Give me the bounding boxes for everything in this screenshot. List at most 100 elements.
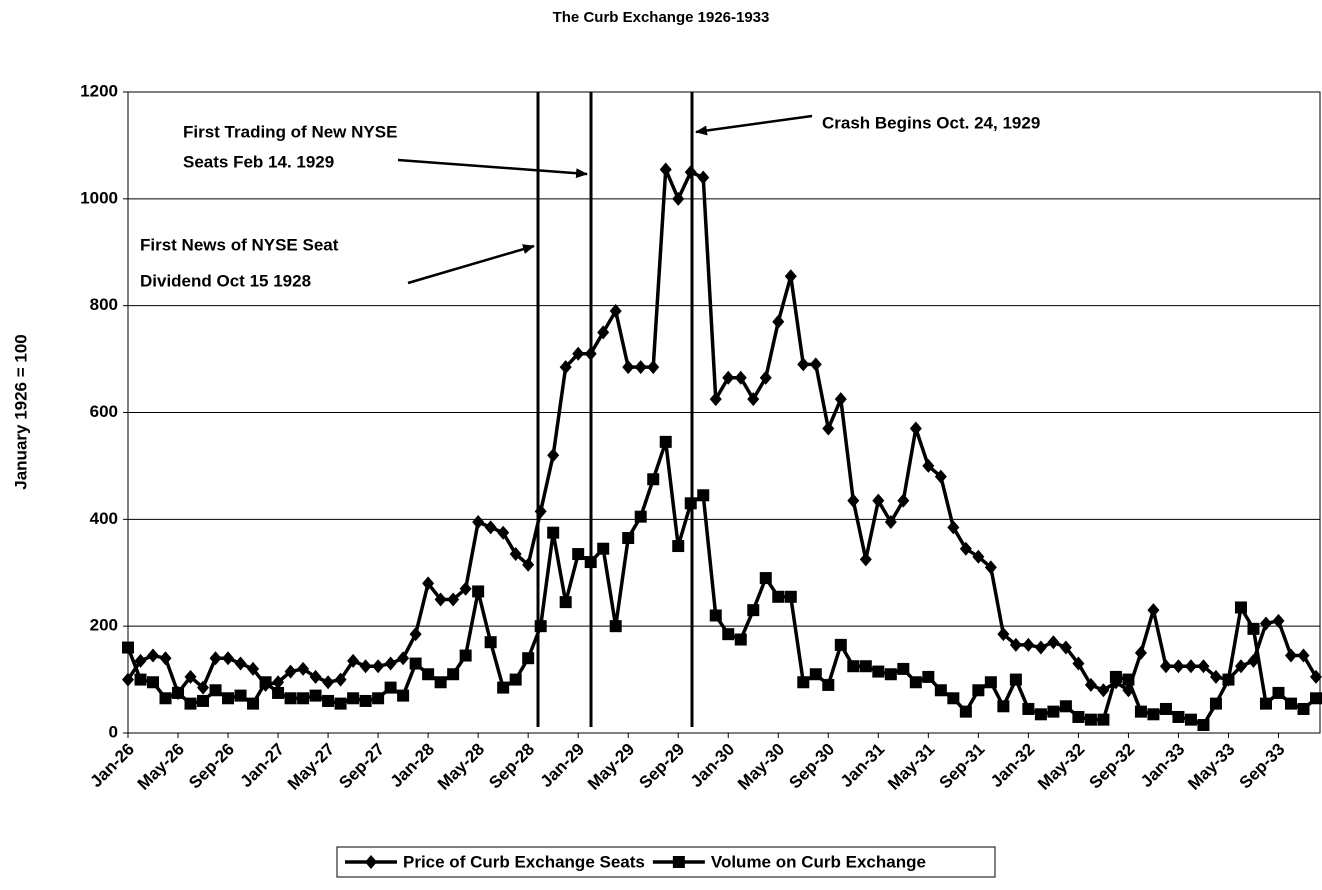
diamond-marker [772,314,785,329]
square-marker [259,676,272,689]
y-tick-label: 800 [90,295,118,314]
diamond-marker [697,170,710,185]
x-tick-label: May-26 [134,740,188,794]
diamond-marker [834,392,847,407]
diamond-marker [297,661,310,676]
square-marker [1234,601,1247,614]
square-marker [222,692,235,705]
diamond-marker [1047,635,1060,650]
diamond-marker [584,346,597,361]
diamond-marker [197,680,210,695]
diamond-marker [622,360,635,375]
square-marker [584,556,597,569]
diamond-marker [547,448,560,463]
square-marker [397,689,410,702]
annotation-arrow [397,158,588,179]
square-marker [347,692,360,705]
square-marker [534,620,547,633]
annotation: Crash Begins Oct. 24, 1929 [822,113,1040,132]
legend-label: Price of Curb Exchange Seats [403,852,645,871]
diamond-marker [609,304,622,319]
square-marker [1122,673,1135,686]
y-tick-label: 600 [90,402,118,421]
square-marker [634,510,647,523]
diamond-marker [897,493,910,508]
square-marker [184,697,197,710]
square-marker [159,692,172,705]
square-marker [234,689,247,702]
square-marker [1159,702,1172,715]
diamond-marker [222,651,235,666]
square-marker [459,649,472,662]
x-tick-label: Jan-32 [987,740,1039,792]
diamond-marker [1297,648,1310,663]
square-marker [522,652,535,665]
square-marker [797,676,810,689]
diamond-marker [1147,603,1160,618]
diamond-marker [722,370,735,385]
diamond-marker [272,675,285,690]
square-marker [122,641,134,654]
square-marker [1259,697,1272,710]
diamond-marker [709,392,722,407]
x-tick-label: Sep-33 [1236,740,1289,793]
diamond-marker [572,346,585,361]
x-tick-label: Jan-27 [237,740,289,792]
annotation: Dividend Oct 15 1928 [140,271,311,290]
square-marker [1209,697,1222,710]
diamond-marker [797,357,810,372]
square-marker [1197,718,1210,731]
annotation: First Trading of New NYSE [183,122,397,141]
square-marker [297,692,310,705]
square-marker [572,548,585,561]
diamond-marker [134,653,147,668]
square-marker [1022,702,1035,715]
diamond-marker [397,651,410,666]
square-marker [922,670,935,683]
square-marker [1072,710,1085,723]
diamond-marker [909,421,922,436]
square-marker [772,590,785,603]
square-marker [284,692,297,705]
square-marker [209,684,222,697]
diamond-marker [1284,648,1297,663]
diamond-marker [972,549,985,564]
square-marker [1047,705,1060,718]
diamond-marker [684,165,697,180]
diamond-marker [784,269,797,284]
y-axis-label: January 1926 = 100 [11,334,30,489]
x-tick-label: May-31 [884,740,938,794]
diamond-marker [1259,616,1272,631]
diamond-marker [1234,659,1247,674]
diamond-marker [472,515,485,530]
diamond-marker [534,504,547,519]
diamond-marker [365,855,377,869]
diamond-marker [934,469,947,484]
diamond-marker [497,525,510,540]
x-tick-label: May-27 [284,740,338,794]
x-tick-label: Sep-32 [1086,740,1139,793]
square-marker [134,673,147,686]
square-marker [859,660,872,673]
square-marker [372,692,385,705]
square-marker [659,435,672,448]
square-marker [1097,713,1110,726]
square-marker [247,697,260,710]
diamond-marker [859,552,872,567]
square-marker [309,689,322,702]
diamond-marker [672,191,685,206]
x-tick-label: Jan-33 [1137,740,1189,792]
diamond-marker [1009,637,1022,652]
square-marker [672,856,685,868]
x-tick-label: Sep-30 [785,740,838,793]
x-tick-label: Jan-29 [537,740,589,792]
square-marker [934,684,947,697]
square-marker [1172,710,1185,723]
x-tick-label: May-30 [734,740,788,794]
square-marker [809,668,822,681]
diamond-marker [184,669,197,684]
diamond-marker [559,360,572,375]
square-marker [884,668,897,681]
x-tick-label: May-29 [584,740,638,794]
diamond-marker [409,627,422,642]
